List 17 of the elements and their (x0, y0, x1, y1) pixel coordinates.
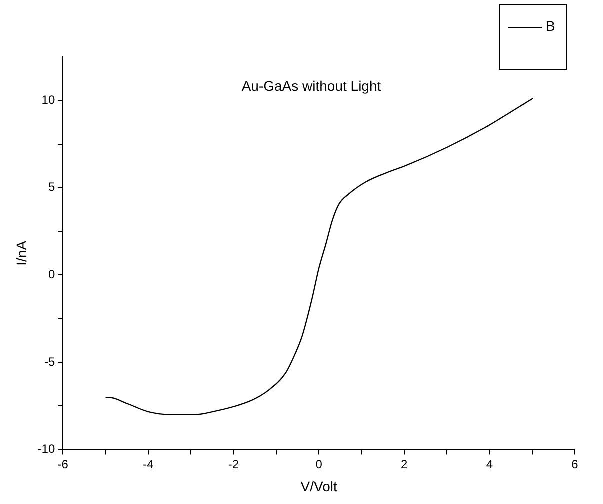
x-tick-label: 6 (572, 457, 579, 472)
y-tick-label: 5 (48, 180, 56, 194)
x-tick-label: 0 (316, 457, 323, 472)
y-axis-title: I/nA (13, 240, 30, 266)
x-tick-label: -4 (143, 457, 154, 472)
y-tick-label: 10 (42, 92, 56, 107)
x-tick-label: 4 (486, 457, 494, 472)
x-tick-label: -6 (58, 457, 69, 472)
x-tick-label: -2 (228, 457, 240, 472)
x-tick-label: 2 (401, 457, 408, 472)
y-tick-label: -10 (38, 442, 56, 456)
y-tick-label: 0 (48, 268, 56, 282)
y-tick-label: -5 (44, 354, 56, 369)
line-series (105, 98, 534, 416)
x-axis-title: V/Volt (300, 478, 338, 494)
text: Au-GaAs without Light (240, 78, 382, 94)
legend-label: B (546, 18, 556, 34)
